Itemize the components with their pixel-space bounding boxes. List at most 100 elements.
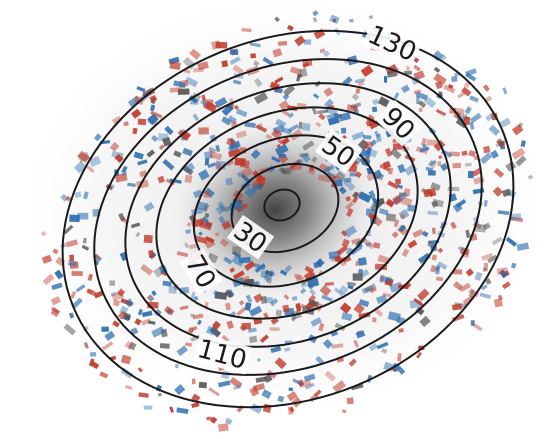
velocity-pixel-795 [457, 245, 464, 252]
velocity-pixel-169 [130, 222, 141, 229]
velocity-pixel-714 [447, 186, 460, 192]
velocity-pixel-623 [252, 60, 260, 67]
velocity-pixel-247 [479, 152, 493, 165]
velocity-pixel-634 [284, 347, 291, 352]
velocity-pixel-482 [225, 302, 231, 311]
velocity-pixel-557 [398, 327, 405, 333]
velocity-pixel-845 [284, 264, 293, 273]
velocity-pixel-826 [469, 112, 482, 124]
velocity-pixel-698 [157, 392, 162, 397]
velocity-pixel-480 [286, 390, 298, 402]
velocity-pixel-380 [225, 177, 233, 186]
velocity-pixel-377 [68, 312, 75, 319]
velocity-pixel-223 [322, 338, 333, 349]
velocity-pixel-885 [209, 150, 223, 161]
velocity-pixel-481 [417, 252, 431, 264]
velocity-pixel-783 [425, 166, 434, 172]
velocity-pixel-401 [244, 121, 256, 129]
velocity-pixel-554 [341, 409, 347, 414]
velocity-pixel-678 [459, 282, 471, 293]
velocity-pixel-768 [151, 134, 159, 142]
velocity-pixel-371 [452, 269, 463, 275]
velocity-pixel-240 [93, 133, 102, 142]
velocity-pixel-346 [63, 323, 77, 336]
velocity-pixel-852 [73, 160, 87, 174]
velocity-pixel-436 [289, 406, 295, 413]
velocity-pixel-449 [302, 140, 315, 151]
velocity-pixel-756 [287, 112, 294, 119]
velocity-pixel-797 [326, 112, 339, 119]
velocity-pixel-21 [198, 127, 209, 135]
velocity-pixel-889 [219, 238, 229, 248]
velocity-pixel-372 [124, 314, 131, 321]
velocity-pixel-231 [190, 291, 196, 301]
velocity-pixel-561 [346, 208, 354, 217]
velocity-pixel-876 [349, 18, 354, 23]
velocity-pixel-16 [197, 319, 202, 326]
velocity-pixel-206 [164, 125, 174, 136]
velocity-pixel-770 [332, 380, 347, 393]
velocity-pixel-112 [351, 196, 359, 204]
velocity-pixel-842 [150, 110, 163, 119]
velocity-pixel-630 [52, 248, 59, 255]
velocity-pixel-646 [427, 170, 436, 176]
velocity-pixel-386 [338, 186, 347, 195]
velocity-pixel-640 [354, 78, 366, 84]
velocity-pixel-423 [283, 84, 296, 97]
velocity-pixel-776 [146, 294, 155, 302]
velocity-pixel-810 [283, 294, 290, 300]
velocity-pixel-412 [150, 104, 156, 112]
velocity-pixel-18 [133, 151, 144, 160]
velocity-pixel-229 [104, 330, 116, 342]
velocity-pixel-477 [201, 94, 206, 101]
velocity-pixel-874 [282, 304, 290, 313]
contour-label-bg-110 [192, 333, 252, 375]
velocity-pixel-285 [263, 312, 269, 320]
velocity-pixel-516 [203, 150, 214, 160]
velocity-pixel-755 [329, 174, 340, 181]
velocity-pixel-696 [505, 236, 517, 247]
velocity-pixel-520 [148, 250, 155, 259]
velocity-pixel-182 [372, 242, 381, 249]
velocity-pixel-54 [368, 190, 376, 199]
velocity-pixel-43 [182, 147, 193, 157]
velocity-pixel-394 [119, 251, 128, 262]
velocity-pixel-802 [379, 275, 392, 283]
velocity-pixel-568 [203, 191, 210, 198]
velocity-pixel-613 [239, 159, 250, 169]
velocity-pixel-671 [221, 116, 232, 126]
velocity-pixel-687 [392, 194, 403, 206]
velocity-pixel-877 [275, 144, 289, 156]
velocity-pixel-682 [312, 17, 318, 23]
velocity-pixel-209 [338, 112, 351, 122]
velocity-pixel-886 [124, 298, 134, 308]
velocity-pixel-473 [204, 212, 210, 219]
velocity-pixel-579 [325, 171, 333, 179]
velocity-pixel-590 [349, 172, 357, 177]
velocity-pixel-667 [509, 213, 522, 221]
velocity-pixel-471 [312, 93, 320, 99]
velocity-pixel-269 [368, 342, 379, 352]
velocity-pixel-164 [215, 232, 219, 237]
velocity-pixel-382 [117, 310, 127, 320]
velocity-pixel-818 [210, 416, 218, 424]
velocity-pixel-257 [253, 77, 263, 88]
velocity-pixel-652 [176, 407, 189, 415]
velocity-pixel-660 [289, 66, 302, 76]
velocity-pixel-64 [295, 273, 303, 283]
velocity-pixel-455 [419, 107, 423, 112]
velocity-pixel-17 [448, 151, 460, 157]
velocity-pixel-327 [197, 61, 209, 71]
velocity-pixel-730 [108, 183, 115, 191]
velocity-pixel-501 [244, 302, 252, 311]
velocity-pixel-100 [428, 159, 437, 167]
velocity-pixel-395 [232, 79, 242, 85]
velocity-pixel-690 [286, 24, 294, 32]
velocity-pixel-879 [173, 80, 186, 89]
velocity-pixel-88 [404, 70, 412, 75]
velocity-pixel-892 [231, 246, 242, 255]
velocity-pixel-219 [236, 306, 247, 317]
velocity-pixel-204 [421, 230, 429, 238]
velocity-pixel-249 [63, 224, 74, 235]
